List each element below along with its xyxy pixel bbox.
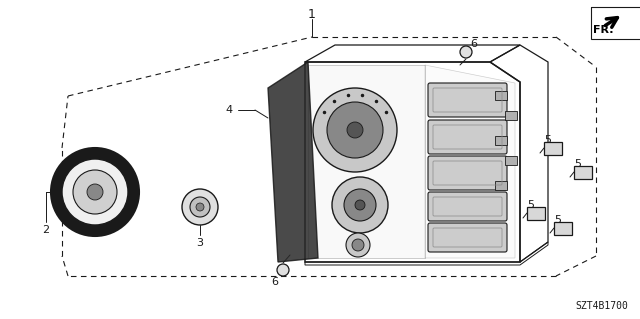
FancyBboxPatch shape [428, 120, 507, 154]
FancyBboxPatch shape [495, 136, 507, 145]
Text: 5: 5 [527, 200, 534, 210]
FancyBboxPatch shape [495, 91, 507, 100]
Text: 5: 5 [545, 135, 552, 145]
Circle shape [355, 200, 365, 210]
Circle shape [352, 239, 364, 251]
FancyBboxPatch shape [495, 181, 507, 190]
Text: 2: 2 [42, 225, 49, 235]
Circle shape [190, 197, 210, 217]
Polygon shape [268, 62, 318, 262]
Circle shape [344, 189, 376, 221]
Circle shape [196, 203, 204, 211]
Text: 5: 5 [575, 159, 582, 169]
Circle shape [87, 184, 103, 200]
Text: 3: 3 [196, 238, 204, 248]
FancyBboxPatch shape [527, 207, 545, 220]
Circle shape [347, 122, 363, 138]
FancyBboxPatch shape [428, 223, 507, 252]
Circle shape [62, 159, 128, 225]
Circle shape [51, 148, 139, 236]
Text: 4: 4 [226, 105, 233, 115]
FancyBboxPatch shape [574, 166, 592, 179]
FancyBboxPatch shape [428, 192, 507, 221]
FancyBboxPatch shape [505, 111, 517, 120]
Circle shape [277, 264, 289, 276]
Text: 6: 6 [470, 39, 477, 49]
Circle shape [313, 88, 397, 172]
FancyBboxPatch shape [428, 83, 507, 117]
Circle shape [327, 102, 383, 158]
FancyBboxPatch shape [554, 222, 572, 235]
Circle shape [332, 177, 388, 233]
Text: 6: 6 [271, 277, 278, 287]
Circle shape [73, 170, 117, 214]
FancyBboxPatch shape [544, 142, 562, 155]
FancyBboxPatch shape [428, 156, 507, 190]
Text: 1: 1 [308, 8, 316, 20]
Polygon shape [308, 65, 425, 258]
Text: SZT4B1700: SZT4B1700 [575, 301, 628, 311]
Text: 5: 5 [554, 215, 561, 225]
Text: FR.: FR. [593, 25, 614, 35]
Circle shape [182, 189, 218, 225]
Circle shape [460, 46, 472, 58]
FancyBboxPatch shape [505, 156, 517, 165]
Circle shape [346, 233, 370, 257]
Polygon shape [425, 65, 515, 258]
